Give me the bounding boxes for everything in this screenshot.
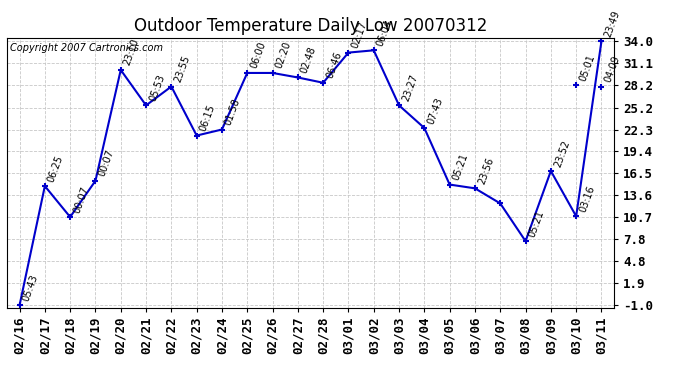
Text: 23:49: 23:49 xyxy=(603,9,622,39)
Text: 05:21: 05:21 xyxy=(527,209,546,238)
Text: 23:10: 23:10 xyxy=(122,38,141,67)
Text: 05:53: 05:53 xyxy=(148,73,166,103)
Text: 05:43: 05:43 xyxy=(21,273,40,303)
Text: 03:16: 03:16 xyxy=(578,184,596,213)
Text: 02:17: 02:17 xyxy=(350,20,369,50)
Text: 07:43: 07:43 xyxy=(426,96,444,125)
Text: 23:55: 23:55 xyxy=(172,54,192,84)
Text: 00:07: 00:07 xyxy=(72,184,90,214)
Text: 06:46: 06:46 xyxy=(324,51,344,80)
Text: 02:20: 02:20 xyxy=(274,40,293,70)
Text: 06:00: 06:00 xyxy=(248,40,268,70)
Text: 02:48: 02:48 xyxy=(299,45,318,75)
Text: 06:15: 06:15 xyxy=(198,103,217,133)
Text: 00:07: 00:07 xyxy=(97,148,116,178)
Text: Copyright 2007 Cartronics.com: Copyright 2007 Cartronics.com xyxy=(10,43,163,53)
Text: 06:25: 06:25 xyxy=(46,154,66,183)
Text: 23:52: 23:52 xyxy=(552,138,571,168)
Text: 04:09: 04:09 xyxy=(603,54,622,84)
Text: 05:01: 05:01 xyxy=(578,53,596,82)
Text: 05:21: 05:21 xyxy=(451,152,470,182)
Text: 06:04: 06:04 xyxy=(375,18,394,48)
Title: Outdoor Temperature Daily Low 20070312: Outdoor Temperature Daily Low 20070312 xyxy=(134,16,487,34)
Text: 01:58: 01:58 xyxy=(224,97,242,127)
Text: 23:56: 23:56 xyxy=(476,156,495,186)
Text: 23:27: 23:27 xyxy=(400,73,420,103)
